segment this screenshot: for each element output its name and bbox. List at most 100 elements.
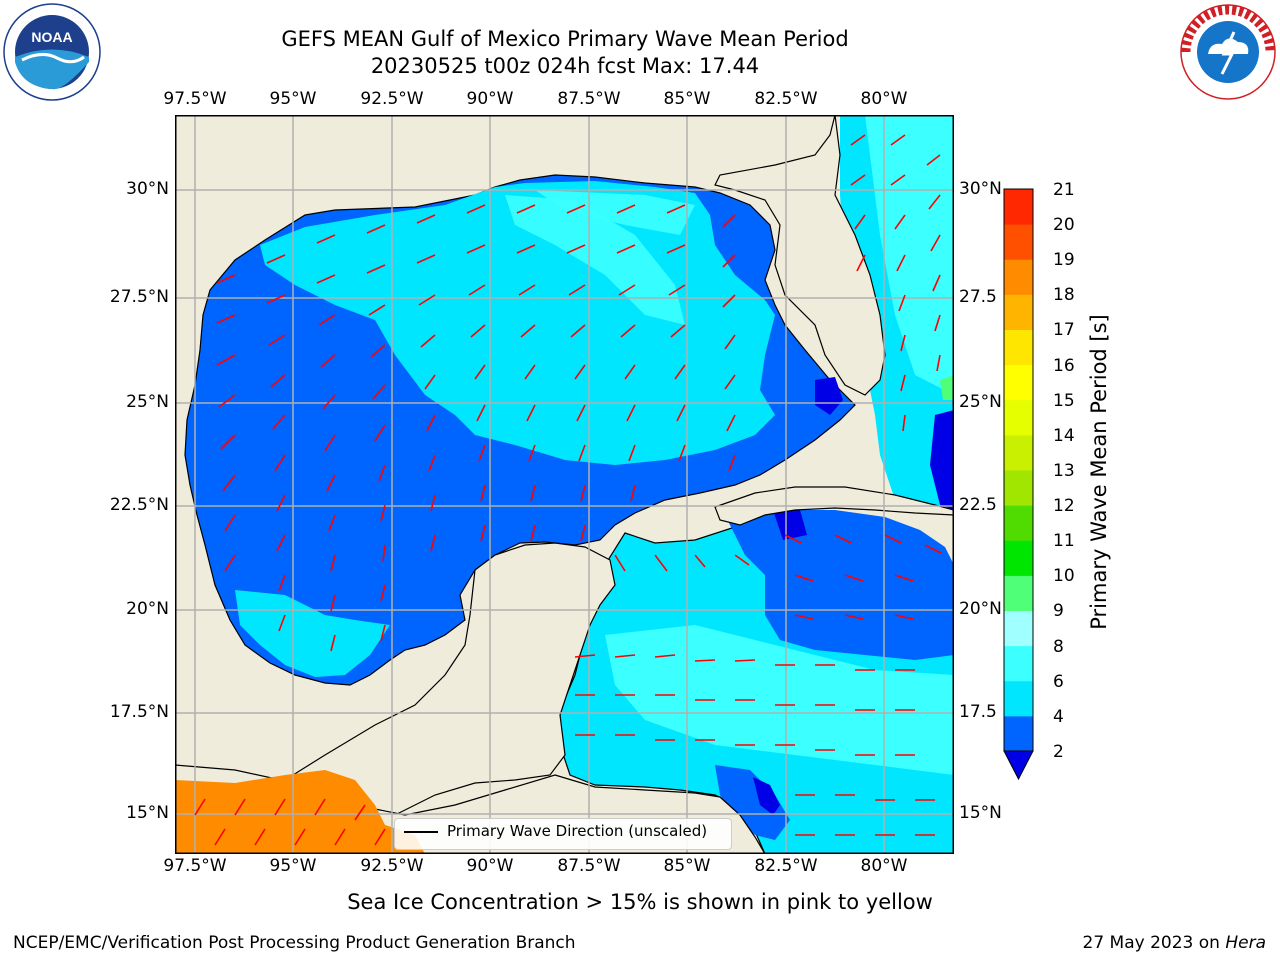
colorbar-band	[1004, 540, 1033, 576]
colorbar-band	[1004, 364, 1033, 401]
florida-land	[714, 115, 886, 396]
wave-arrow	[566, 204, 586, 542]
colorbar-band	[1004, 399, 1033, 436]
sea-ice-note: Sea Ice Concentration > 15% is shown in …	[347, 890, 933, 914]
map-panel	[175, 115, 954, 854]
pacific-period-17-18s	[175, 770, 425, 854]
colorbar-tick: 8	[1053, 637, 1064, 657]
colorbar-tick: 4	[1053, 707, 1064, 727]
lon-label-top: 85°W	[663, 89, 711, 109]
lon-label-bottom: 97.5°W	[163, 856, 227, 876]
wave-arrow	[850, 134, 941, 432]
lat-label-right: 17.5	[959, 702, 997, 722]
lon-label-top: 82.5°W	[754, 89, 818, 109]
footer-machine: Hera	[1225, 933, 1266, 953]
lon-label-bottom: 85°W	[663, 856, 711, 876]
lon-label-bottom: 87.5°W	[557, 856, 621, 876]
lat-label-right: 20°N	[959, 599, 1002, 619]
colorbar-band	[1004, 224, 1033, 260]
colorbar-tick: 11	[1053, 531, 1075, 551]
footer-date: 27 May 2023 on Hera	[1083, 933, 1267, 953]
colorbar-band	[1004, 575, 1033, 611]
colorbar-tick: 13	[1053, 461, 1075, 481]
lat-label-right: 27.5	[959, 287, 997, 307]
noaa-logo: NOAA	[3, 3, 101, 101]
wave-direction-arrows	[194, 134, 942, 846]
lat-label-left: 25°N	[126, 392, 169, 412]
colorbar-band	[1004, 680, 1033, 717]
colorbar-band	[1004, 645, 1033, 682]
colorbar-band	[1004, 610, 1033, 647]
colorbar-band	[1004, 294, 1033, 330]
campeche-period-4-6s-patch	[235, 590, 390, 677]
graticule	[175, 115, 954, 854]
colorbar-tick: 12	[1053, 496, 1075, 516]
colorbar-tick: 18	[1053, 285, 1075, 305]
lon-label-top: 92.5°W	[360, 89, 424, 109]
lat-label-left: 22.5°N	[109, 495, 169, 515]
wave-arrow	[666, 204, 686, 462]
bahamas-period-9-10s	[940, 375, 954, 400]
colorbar-extend-triangle	[1003, 750, 1034, 781]
lon-label-bottom: 92.5°W	[360, 856, 424, 876]
colorbar-tick: 2	[1053, 742, 1064, 762]
lon-label-top: 87.5°W	[557, 89, 621, 109]
wave-arrow	[416, 214, 436, 552]
colorbar-tick: 17	[1053, 320, 1075, 340]
lon-label-bottom: 90°W	[466, 856, 514, 876]
legend-label: Primary Wave Direction (unscaled)	[447, 822, 708, 840]
colorbar-tick: 19	[1053, 250, 1075, 270]
colorbar-tick: 10	[1053, 566, 1075, 586]
legend-line-sample	[404, 831, 438, 833]
lat-label-left: 30°N	[126, 179, 169, 199]
colorbar-band	[1004, 715, 1033, 752]
lon-label-top: 95°W	[269, 89, 317, 109]
lat-label-left: 20°N	[126, 599, 169, 619]
national-weather-service-logo	[1180, 4, 1276, 100]
colorbar-tick: 6	[1053, 672, 1064, 692]
gulf-period-6-8s-patch	[505, 195, 685, 325]
lon-label-bottom: 95°W	[269, 856, 317, 876]
gulf-of-honduras-period-2-4s	[715, 765, 790, 840]
gulf-period-6-8s-patch	[535, 190, 695, 235]
caribbean-period-6-8s-patch	[605, 625, 954, 775]
lon-label-bottom: 82.5°W	[754, 856, 818, 876]
florida-bay-period-below-2s	[815, 377, 843, 415]
map-legend	[394, 818, 732, 850]
footer-credit: NCEP/EMC/Verification Post Processing Pr…	[13, 933, 576, 953]
colorbar-band	[1004, 434, 1033, 471]
svg-text:NOAA: NOAA	[31, 29, 72, 45]
colorbar-band	[1004, 470, 1033, 506]
lat-label-right: 15°N	[959, 803, 1002, 823]
cuba-north-period-below-2s	[773, 510, 807, 540]
colorbar-band	[1004, 329, 1033, 366]
lat-label-left: 27.5°N	[109, 287, 169, 307]
map-title: GEFS MEAN Gulf of Mexico Primary Wave Me…	[281, 27, 849, 51]
colorbar-label: Primary Wave Mean Period [s]	[1087, 314, 1111, 630]
colorbar-tick: 21	[1053, 180, 1075, 200]
wave-arrow	[366, 224, 386, 642]
colorbar-tick: 9	[1053, 601, 1064, 621]
wave-arrow	[466, 204, 486, 542]
lon-label-top: 97.5°W	[163, 89, 227, 109]
lon-label-top: 80°W	[860, 89, 908, 109]
lon-label-top: 90°W	[466, 89, 514, 109]
wave-arrow	[194, 798, 386, 846]
wave-arrow	[574, 654, 935, 836]
footer-date-text: 27 May 2023 on	[1082, 933, 1220, 953]
wave-arrow	[216, 274, 236, 572]
caribbean-period-2-4s-band	[725, 510, 954, 660]
wave-arrow	[616, 204, 636, 502]
colorbar-band	[1004, 505, 1033, 541]
lat-label-right: 30°N	[959, 179, 1002, 199]
colorbar-tick: 20	[1053, 215, 1075, 235]
map-subtitle-forecast: 20230525 t00z 024h fcst Max: 17.44	[370, 54, 760, 78]
yucatan-land	[283, 542, 616, 831]
colorbar	[1003, 188, 1034, 781]
bahamas-period-below-2s	[930, 410, 954, 510]
lat-label-right: 22.5	[959, 495, 997, 515]
wave-arrow	[614, 534, 942, 620]
wave-arrow	[516, 204, 536, 542]
lat-label-right: 25°N	[959, 392, 1002, 412]
wave-arrow	[266, 254, 286, 632]
